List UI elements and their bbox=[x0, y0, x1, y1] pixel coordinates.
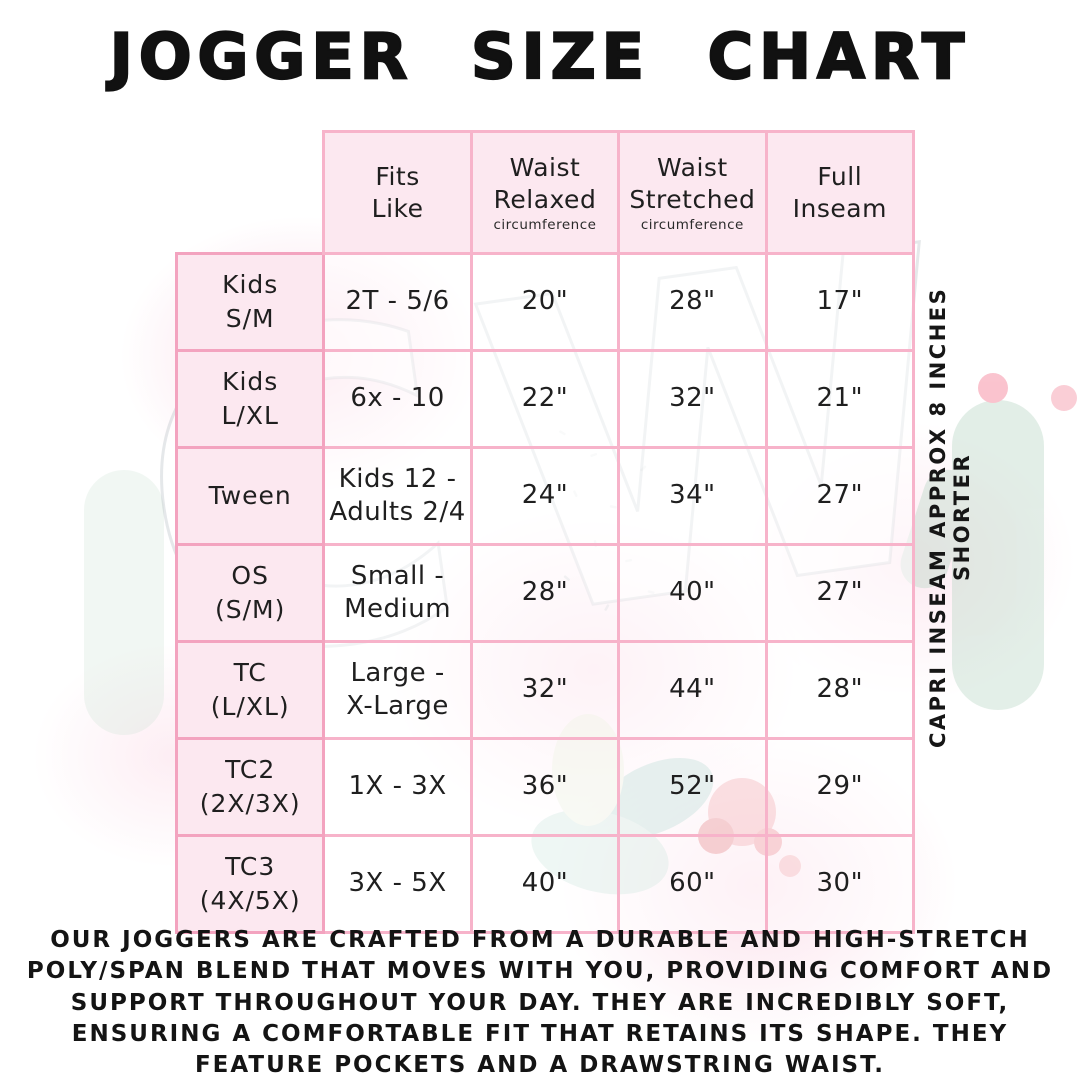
cell-full-inseam: 21" bbox=[764, 348, 916, 449]
header-row: Fits Like Waist Relaxed circumference Wa… bbox=[177, 130, 916, 255]
col-header-fits-like: Fits Like bbox=[322, 130, 473, 255]
col-header-text: Relaxed bbox=[493, 185, 597, 215]
cell-full-inseam: 30" bbox=[764, 833, 916, 934]
cell-full-inseam: 28" bbox=[764, 639, 916, 740]
page-title: JOGGER SIZE CHART bbox=[109, 19, 971, 94]
corner-cell bbox=[177, 132, 324, 254]
table-row: TC2 (2X/3X) 1X - 3X 36" 52" 29" bbox=[174, 736, 916, 837]
cell-waist-relaxed: 20" bbox=[469, 251, 621, 352]
cell-waist-stretched: 40" bbox=[617, 542, 768, 643]
cell-full-inseam: 17" bbox=[764, 251, 916, 352]
cell-waist-relaxed: 28" bbox=[469, 542, 621, 643]
table-row: Kids S/M 2T - 5/6 20" 28" 17" bbox=[174, 251, 916, 352]
cell-waist-relaxed: 36" bbox=[469, 736, 621, 837]
col-header-text: Waist bbox=[509, 153, 581, 182]
cell-waist-stretched: 44" bbox=[617, 639, 768, 740]
col-header-text: Waist bbox=[657, 153, 728, 182]
product-description: OUR JOGGERS ARE CRAFTED FROM A DURABLE A… bbox=[26, 927, 1054, 1079]
cell-fits-like: Kids 12 - Adults 2/4 bbox=[322, 445, 473, 546]
cell-full-inseam: 29" bbox=[764, 736, 916, 837]
table-row: TC (L/XL) Large - X-Large 32" 44" 28" bbox=[174, 639, 916, 740]
table-row: Tween Kids 12 - Adults 2/4 24" 34" 27" bbox=[174, 445, 916, 546]
col-header-text: Inseam bbox=[792, 193, 887, 223]
cell-full-inseam: 27" bbox=[764, 542, 916, 643]
cell-waist-stretched: 60" bbox=[617, 833, 768, 934]
cell-waist-stretched: 52" bbox=[617, 736, 768, 837]
row-label: TC2 (2X/3X) bbox=[174, 736, 326, 837]
col-header-note: circumference bbox=[493, 216, 597, 233]
row-label: Kids L/XL bbox=[174, 348, 326, 449]
table-row: Kids L/XL 6x - 10 22" 32" 21" bbox=[174, 348, 916, 449]
table-row: OS (S/M) Small - Medium 28" 40" 27" bbox=[174, 542, 916, 643]
row-label: Tween bbox=[174, 445, 326, 546]
col-header-text: Like bbox=[371, 193, 424, 223]
col-header-text: Full bbox=[817, 161, 863, 191]
cell-fits-like: 3X - 5X bbox=[322, 833, 473, 934]
cell-full-inseam: 27" bbox=[764, 445, 916, 546]
size-table-header: Fits Like Waist Relaxed circumference Wa… bbox=[177, 130, 916, 255]
cell-fits-like: Small - Medium bbox=[322, 542, 473, 643]
cell-waist-relaxed: 24" bbox=[469, 445, 621, 546]
cell-waist-stretched: 34" bbox=[617, 445, 768, 546]
cell-fits-like: 6x - 10 bbox=[322, 348, 473, 449]
size-table: Fits Like Waist Relaxed circumference Wa… bbox=[174, 130, 916, 934]
cell-waist-stretched: 32" bbox=[617, 348, 768, 449]
size-table-body: Kids S/M 2T - 5/6 20" 28" 17" Kids L/XL … bbox=[174, 251, 916, 934]
cell-fits-like: Large - X-Large bbox=[322, 639, 473, 740]
row-label: OS (S/M) bbox=[174, 542, 326, 643]
capri-inseam-note: CAPRI INSEAM APPROX 8 INCHES SHORTER bbox=[926, 286, 974, 748]
col-header-text: Fits bbox=[375, 161, 420, 191]
row-label: Kids S/M bbox=[174, 251, 326, 352]
col-header-waist-relaxed: Waist Relaxed circumference bbox=[469, 130, 621, 255]
col-header-full-inseam: Full Inseam bbox=[764, 130, 916, 255]
cactus-icon bbox=[84, 470, 164, 735]
row-label: TC (L/XL) bbox=[174, 639, 326, 740]
cell-waist-relaxed: 32" bbox=[469, 639, 621, 740]
cell-waist-relaxed: 40" bbox=[469, 833, 621, 934]
cell-fits-like: 1X - 3X bbox=[322, 736, 473, 837]
cell-waist-stretched: 28" bbox=[617, 251, 768, 352]
row-label: TC3 (4X/5X) bbox=[174, 833, 326, 934]
col-header-text: Stretched bbox=[629, 185, 756, 215]
cell-waist-relaxed: 22" bbox=[469, 348, 621, 449]
cell-fits-like: 2T - 5/6 bbox=[322, 251, 473, 352]
col-header-waist-stretched: Waist Stretched circumference bbox=[617, 130, 768, 255]
cactus-icon bbox=[900, 373, 1077, 710]
table-row: TC3 (4X/5X) 3X - 5X 40" 60" 30" bbox=[174, 833, 916, 934]
col-header-note: circumference bbox=[640, 216, 744, 233]
